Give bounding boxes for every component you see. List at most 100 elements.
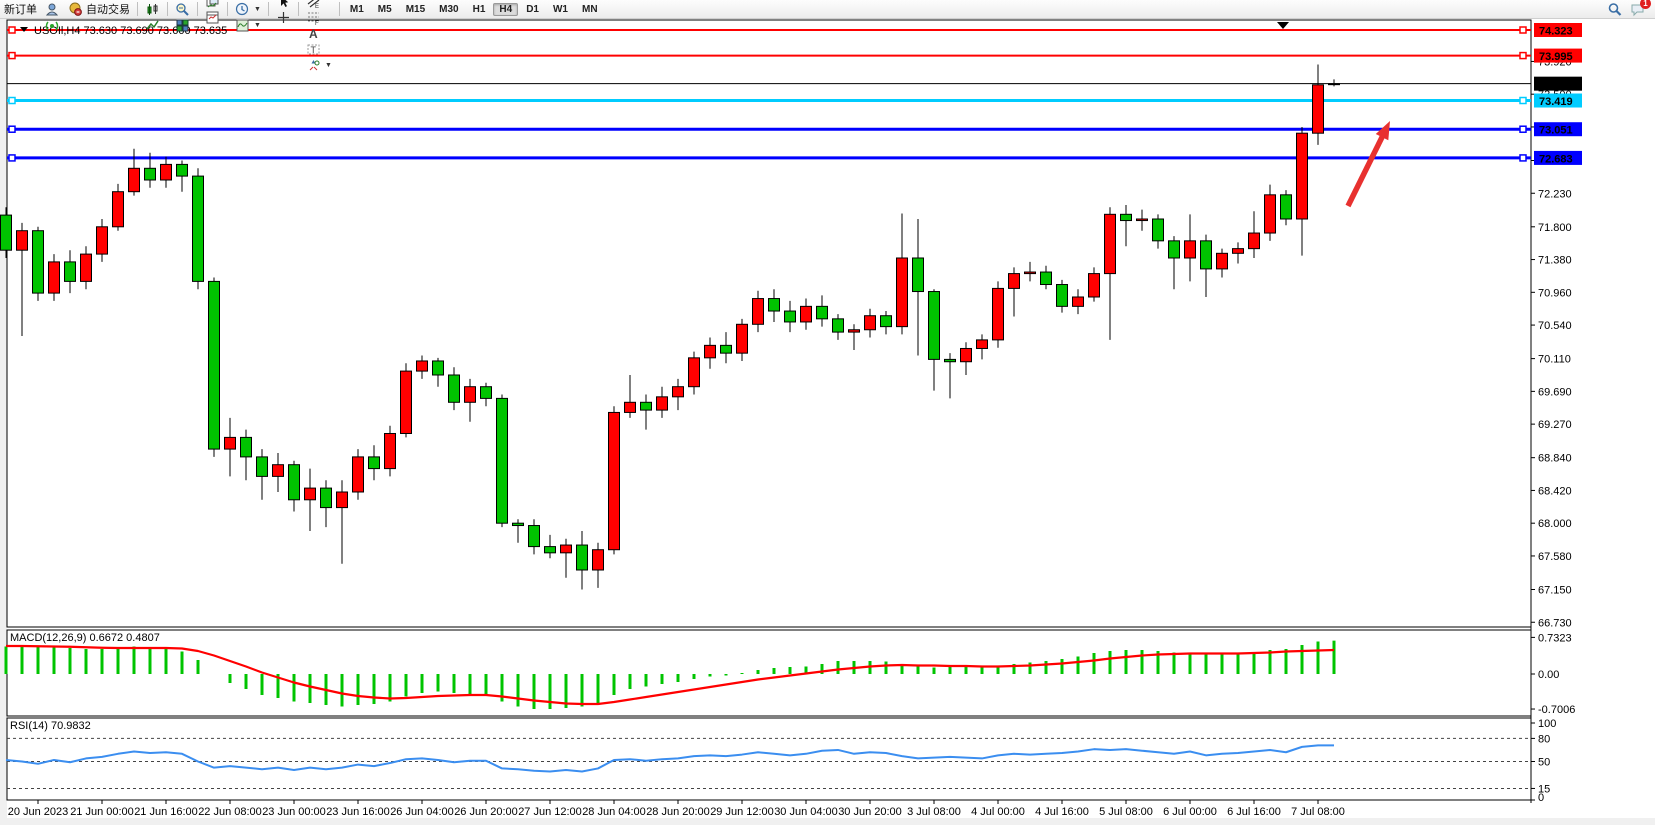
timeframe-m5-button[interactable]: M5 <box>377 3 392 15</box>
date-label: 20 Jun 2023 <box>8 806 69 818</box>
templates-button[interactable]: ▼ <box>231 17 265 33</box>
periods-clock-button[interactable]: ▼ <box>231 1 265 17</box>
price-axis[interactable]: 73.92073.50073.08072.65072.23071.80071.3… <box>1531 56 1575 804</box>
price-tick: 70.540 <box>1538 320 1572 332</box>
signal-button[interactable] <box>41 17 64 33</box>
chart-menu-caret-icon[interactable] <box>20 27 28 32</box>
candle <box>1040 271 1052 286</box>
line-anchor[interactable] <box>8 154 16 162</box>
line-chart-button[interactable] <box>141 17 164 33</box>
price-tick: 72.230 <box>1538 188 1572 200</box>
auto-trading-label: 自动交易 <box>86 4 130 16</box>
line-anchor[interactable] <box>8 26 16 34</box>
profile-button[interactable] <box>41 1 64 17</box>
line-anchor[interactable] <box>8 51 16 60</box>
timeframe-m1-button[interactable]: M1 <box>349 3 364 15</box>
time-axis[interactable]: 20 Jun 2023 21 Jun 00:00 21 Jun 16:00 22 Ju… <box>8 800 1345 818</box>
timeframe-w1-button[interactable]: W1 <box>552 3 568 15</box>
candle <box>80 253 92 282</box>
chart-shift-marker[interactable] <box>1277 22 1289 29</box>
line-anchor[interactable] <box>1519 51 1527 60</box>
auto-trading-button[interactable]: 自动交易 <box>64 1 134 17</box>
rsi-tick: 0 <box>1538 792 1544 804</box>
candle <box>288 464 300 501</box>
chat-icon[interactable]: 1 <box>1630 0 1651 17</box>
search-icon[interactable] <box>1607 2 1622 17</box>
arrange-windows-button[interactable] <box>201 9 224 25</box>
timeframe-mn-button[interactable]: MN <box>581 3 598 15</box>
date-label: 30 Jun 20:00 <box>838 806 902 818</box>
timeframe-d1-button[interactable]: D1 <box>526 3 539 15</box>
zoom-out-button[interactable] <box>171 1 194 17</box>
candle <box>240 436 252 458</box>
candle <box>208 280 220 450</box>
candle <box>1296 132 1308 220</box>
candle <box>624 401 636 413</box>
macd-pane <box>4 640 1336 709</box>
price-tick: 70.960 <box>1538 287 1572 299</box>
level-price-label: 74.323 <box>1539 26 1573 38</box>
date-label: 29 Jun 12:00 <box>710 806 774 818</box>
chevron-down-icon[interactable]: ▼ <box>254 21 261 29</box>
date-label: 7 Jul 08:00 <box>1291 806 1345 818</box>
timeframe-m30-button[interactable]: M30 <box>439 3 459 15</box>
candle <box>192 175 204 282</box>
macd-tick: -0.7006 <box>1538 704 1575 716</box>
label-button[interactable]: T <box>302 41 336 57</box>
candle <box>352 456 364 493</box>
candle <box>368 456 380 470</box>
chevron-down-icon[interactable]: ▼ <box>254 5 261 13</box>
fibonacci-button[interactable]: F <box>302 9 336 25</box>
line-anchor[interactable] <box>1519 154 1527 162</box>
candle <box>1008 273 1020 289</box>
price-tick: 70.110 <box>1538 354 1571 366</box>
candle <box>480 386 492 399</box>
line-anchor[interactable] <box>8 96 16 105</box>
candle <box>1248 232 1260 250</box>
candle <box>816 305 828 320</box>
cursor-icon <box>276 0 291 9</box>
new-order-label: 新订单 <box>4 4 37 16</box>
candle <box>1328 83 1340 86</box>
candle <box>496 397 508 524</box>
shapes-icon <box>306 58 321 73</box>
cascade-windows-button[interactable] <box>201 0 224 9</box>
timeframe-m15-button[interactable]: M15 <box>405 3 426 15</box>
candle <box>1232 248 1244 254</box>
candle <box>1120 213 1132 222</box>
candle <box>832 318 844 333</box>
price-tick: 67.150 <box>1538 584 1572 596</box>
line-anchor[interactable] <box>1519 96 1527 105</box>
line-anchor[interactable] <box>1519 125 1527 133</box>
candle <box>1312 84 1324 134</box>
timeframe-h4-button[interactable]: H4 <box>493 2 519 16</box>
channel-button[interactable]: E <box>302 0 336 9</box>
candle <box>880 315 892 328</box>
new-order-button[interactable]: 新订单 <box>0 1 41 17</box>
candle <box>720 344 732 354</box>
candles-chart-button[interactable] <box>141 1 164 17</box>
date-label: 26 Jun 04:00 <box>390 806 454 818</box>
crosshair-icon <box>276 10 291 25</box>
label-icon: T <box>306 42 321 57</box>
price-tick: 66.730 <box>1538 617 1572 629</box>
line-anchor[interactable] <box>8 125 16 133</box>
candle <box>272 464 284 477</box>
shapes-button[interactable]: ▼ <box>302 57 336 73</box>
text-icon: A <box>306 26 321 41</box>
cursor-button[interactable] <box>272 0 295 9</box>
cascade-windows-icon <box>205 0 220 9</box>
candle <box>48 261 60 294</box>
candle <box>1200 240 1212 270</box>
timeframe-bar: M1 M5 M15 M30 H1 H4 D1 W1 MN <box>343 2 605 17</box>
zoom-in-icon <box>175 0 190 1</box>
annotation-arrow[interactable] <box>1345 121 1390 208</box>
line-anchor[interactable] <box>1519 26 1527 34</box>
chevron-down-icon[interactable]: ▼ <box>324 61 332 69</box>
timeframe-h1-button[interactable]: H1 <box>472 3 486 15</box>
text-button[interactable]: A <box>302 25 336 41</box>
tile-windows-button[interactable] <box>171 17 194 33</box>
date-label: 22 Jun 08:00 <box>198 806 262 818</box>
crosshair-button[interactable] <box>272 9 295 25</box>
